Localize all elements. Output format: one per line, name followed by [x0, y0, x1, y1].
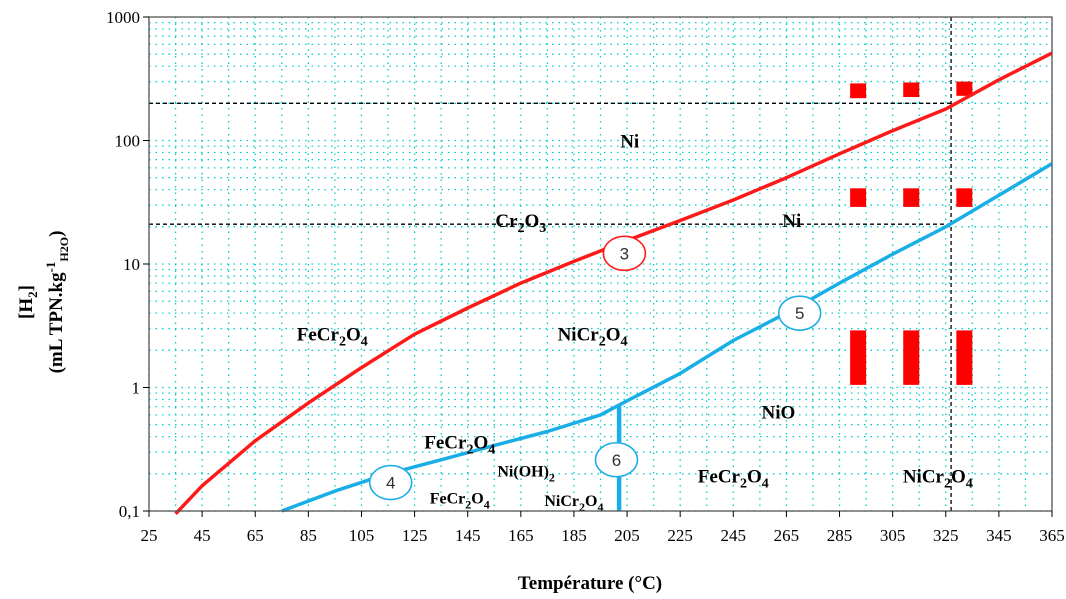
region-label: NiCr2O4	[544, 493, 603, 514]
dashed-lines	[149, 17, 952, 511]
region-label: NiCr2O4	[558, 325, 628, 350]
region-label: FeCr2O4	[424, 433, 495, 458]
y-tick-label: 1	[132, 379, 141, 398]
circle-label-4: 4	[368, 464, 413, 501]
y-tick-label: 0,1	[119, 502, 140, 521]
x-tick-label: 365	[1039, 526, 1065, 545]
region-label: Ni	[782, 211, 801, 232]
red-marker	[850, 330, 867, 385]
x-tick-label: 125	[402, 526, 428, 545]
region-label: FeCr2O4	[698, 467, 769, 492]
x-tick-label: 165	[508, 526, 534, 545]
x-tick-label: 145	[455, 526, 481, 545]
circle-outline	[594, 441, 639, 478]
y-axis-title-main: [H	[16, 298, 37, 319]
region-label: FeCr2O4	[297, 325, 368, 350]
grid	[148, 17, 1053, 512]
circle-outline	[777, 295, 822, 331]
y-axis-title-units-end: )	[46, 231, 67, 237]
circle-label-3: 3	[602, 235, 647, 272]
x-tick-label: 245	[721, 526, 747, 545]
svg-text:(mL TPN.kg-1H2O): (mL TPN.kg-1H2O)	[43, 231, 71, 374]
region-label: NiO	[762, 403, 796, 424]
x-tick-label: 45	[194, 526, 211, 545]
circle-label-6: 6	[594, 441, 639, 478]
circle-label-5: 5	[777, 295, 822, 331]
x-tick-label: 225	[667, 526, 693, 545]
x-tick-label: 85	[300, 526, 317, 545]
circle-number: 3	[620, 244, 629, 263]
y-tick-label: 10	[123, 255, 140, 274]
y-axis-title-units-sup: -1	[43, 262, 58, 273]
x-tick-label: 205	[614, 526, 640, 545]
y-axis-title: [H2] (mL TPN.kg-1H2O)	[16, 231, 71, 374]
y-axis-title-units-sub: H2O	[57, 237, 71, 262]
region-label: Cr2O3	[495, 211, 546, 236]
x-tick-label: 25	[141, 526, 158, 545]
markers	[850, 81, 973, 385]
region-label: NiCr2O4	[903, 467, 973, 492]
y-axis-title-main-end: ]	[16, 285, 37, 291]
x-tick-label: 185	[561, 526, 587, 545]
x-tick-label: 105	[349, 526, 375, 545]
circle-number: 5	[795, 304, 804, 323]
series-line-2	[281, 162, 1053, 513]
x-tick-label: 265	[774, 526, 800, 545]
region-label: Ni	[620, 131, 639, 152]
x-tick-label: 285	[827, 526, 853, 545]
y-axis-title-main-sub: 2	[25, 291, 40, 298]
red-marker	[956, 188, 973, 207]
red-marker	[903, 188, 920, 207]
circle-outline	[602, 235, 647, 272]
red-marker	[850, 83, 867, 99]
red-marker	[903, 330, 920, 385]
y-tick-label: 100	[115, 132, 141, 151]
circle-labels: 3 4 5 6	[368, 235, 822, 501]
red-marker	[956, 330, 973, 385]
region-label: Ni(OH)2	[497, 464, 555, 485]
y-tick-label: 1000	[106, 8, 140, 27]
region-label: FeCr2O4	[430, 491, 490, 512]
red-marker	[850, 188, 867, 207]
x-tick-labels: 25 45 65 85 105 125 145 165 185 205 225 245 265 285 30…	[141, 511, 1065, 545]
svg-text:[H2]: [H2]	[16, 285, 40, 319]
x-tick-label: 325	[933, 526, 959, 545]
x-axis-title: Température (°C)	[518, 573, 662, 594]
y-tick-labels: 1000 100 10 1 0,1	[106, 8, 149, 521]
circle-number: 6	[612, 451, 621, 470]
red-marker	[956, 81, 973, 96]
x-tick-label: 345	[986, 526, 1012, 545]
x-tick-label: 65	[247, 526, 264, 545]
series-line-1	[174, 51, 1053, 516]
red-marker	[903, 82, 920, 98]
y-axis-title-units: (mL TPN.kg	[46, 272, 67, 374]
x-tick-label: 305	[880, 526, 906, 545]
circle-outline	[368, 464, 413, 501]
circle-number: 4	[386, 474, 395, 493]
